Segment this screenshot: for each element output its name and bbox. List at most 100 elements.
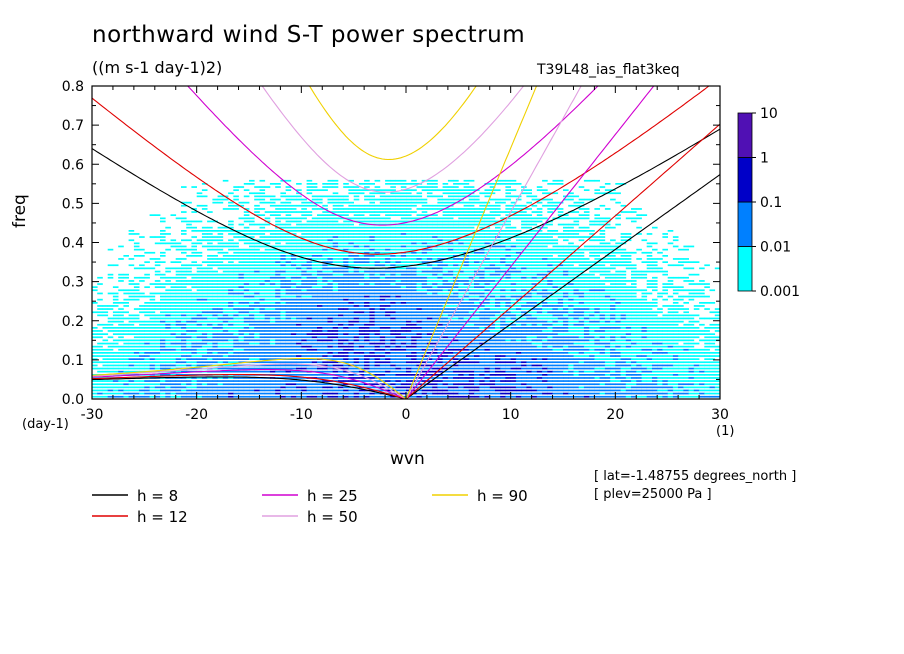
heatmap-cell: [463, 305, 470, 307]
heatmap-cell: [107, 320, 114, 323]
heatmap-cell: [657, 270, 663, 273]
heatmap-cell: [280, 276, 286, 279]
heatmap-cell: [636, 342, 642, 345]
heatmap-cell: [620, 283, 627, 285]
heatmap-cell: [526, 342, 532, 345]
heatmap-cell: [322, 377, 328, 379]
heatmap-cell: [269, 380, 276, 382]
heatmap-cell: [599, 314, 606, 317]
heatmap-cell: [652, 286, 658, 288]
heatmap-cell: [243, 352, 250, 354]
heatmap-cell: [217, 377, 224, 379]
heatmap-cell: [500, 258, 506, 260]
heatmap-cell: [474, 264, 480, 267]
heatmap-cell: [484, 336, 491, 339]
heatmap-cell: [374, 355, 381, 357]
heatmap-cell: [704, 339, 710, 342]
heatmap-cell: [191, 295, 197, 298]
heatmap-cell: [631, 317, 637, 320]
heatmap-cell: [385, 273, 391, 276]
heatmap-cell: [353, 295, 360, 298]
heatmap-cell: [385, 323, 391, 326]
heatmap-cell: [589, 361, 595, 364]
heatmap-cell: [437, 348, 443, 351]
heatmap-cell: [583, 308, 590, 310]
heatmap-cell: [112, 317, 119, 320]
heatmap-cell: [311, 267, 318, 270]
heatmap-cell: [573, 302, 580, 304]
heatmap-cell: [510, 286, 517, 288]
heatmap-cell: [453, 267, 459, 270]
heatmap-cell: [181, 302, 187, 304]
heatmap-cell: [133, 355, 140, 357]
heatmap-cell: [112, 302, 119, 304]
heatmap-cell: [714, 355, 721, 357]
heatmap-cell: [557, 295, 564, 298]
heatmap-cell: [317, 392, 323, 395]
heatmap-cell: [563, 392, 569, 395]
heatmap-cell: [217, 330, 224, 332]
heatmap-cell: [259, 276, 266, 279]
heatmap-cell: [578, 370, 585, 373]
heatmap-cell: [343, 355, 349, 357]
heatmap-cell: [149, 342, 156, 345]
heatmap-cell: [479, 345, 485, 348]
heatmap-cell: [133, 367, 140, 370]
heatmap-cell: [269, 395, 276, 398]
heatmap-cell: [625, 330, 632, 332]
heatmap-cell: [704, 392, 710, 395]
heatmap-cell: [259, 339, 266, 342]
heatmap-cell: [547, 327, 553, 329]
heatmap-cell: [207, 314, 213, 317]
heatmap-cell: [662, 298, 668, 301]
heatmap-cell: [400, 311, 407, 314]
heatmap-cell: [154, 286, 161, 288]
heatmap-cell: [714, 330, 721, 332]
heatmap-cell: [453, 364, 459, 367]
heatmap-cell: [416, 352, 423, 354]
heatmap-cell: [348, 295, 354, 298]
heatmap-cell: [416, 323, 423, 326]
heatmap-cell: [515, 361, 522, 364]
heatmap-cell: [249, 355, 255, 357]
heatmap-cell: [118, 273, 124, 276]
heatmap-cell: [112, 355, 119, 357]
heatmap-cell: [474, 273, 480, 276]
heatmap-cell: [631, 342, 637, 345]
heatmap-cell: [463, 280, 470, 282]
heatmap-cell: [118, 348, 124, 351]
heatmap-cell: [217, 273, 224, 276]
heatmap-cell: [526, 273, 532, 276]
heatmap-cell: [317, 276, 323, 279]
heatmap-cell: [338, 317, 344, 320]
heatmap-cell: [625, 392, 632, 395]
heatmap-cell: [704, 352, 710, 354]
heatmap-cell: [437, 286, 443, 288]
heatmap-cell: [332, 305, 339, 307]
heatmap-cell: [353, 308, 360, 310]
heatmap-cell: [186, 330, 192, 332]
heatmap-cell: [557, 395, 564, 398]
heatmap-cell: [599, 370, 606, 373]
heatmap-cell: [411, 273, 417, 276]
heatmap-cell: [385, 364, 391, 367]
heatmap-cell: [196, 283, 203, 285]
heatmap-cell: [652, 330, 658, 332]
heatmap-cell: [458, 330, 464, 332]
heatmap-cell: [568, 374, 574, 376]
heatmap-cell: [510, 348, 517, 351]
heatmap-cell: [625, 264, 632, 267]
heatmap-cell: [290, 383, 297, 386]
heatmap-cell: [369, 367, 375, 370]
heatmap-cell: [254, 317, 260, 320]
heatmap-cell: [228, 317, 234, 320]
heatmap-cell: [374, 392, 381, 395]
heatmap-cell: [348, 270, 354, 273]
heatmap-cell: [437, 352, 443, 354]
heatmap-cell: [154, 264, 161, 267]
heatmap-cell: [238, 273, 245, 276]
heatmap-cell: [133, 383, 140, 386]
heatmap-cell: [578, 292, 585, 295]
heatmap-cell: [285, 261, 292, 263]
heatmap-cell: [249, 302, 255, 304]
